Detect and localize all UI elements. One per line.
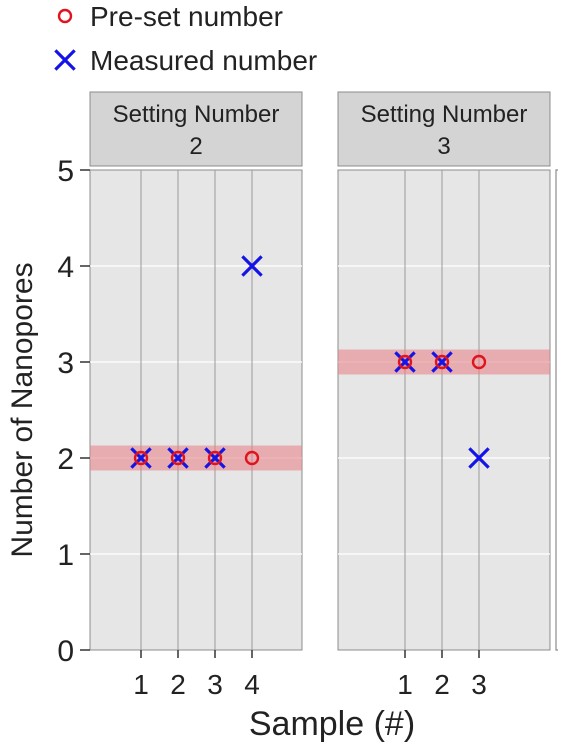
legend-label-measured: Measured number bbox=[90, 45, 317, 76]
measured-point bbox=[431, 351, 453, 373]
preset-point bbox=[471, 354, 487, 370]
y-tick-label: 0 bbox=[57, 635, 74, 668]
y-tick-label: 2 bbox=[57, 443, 74, 476]
measured-point bbox=[167, 447, 189, 469]
legend-label-preset: Pre-set number bbox=[90, 1, 283, 32]
legend-marker-measured bbox=[54, 49, 76, 71]
measured-point bbox=[130, 447, 152, 469]
panel-header bbox=[337, 91, 551, 167]
x-tick-label: 4 bbox=[244, 669, 260, 700]
x-tick-label: 1 bbox=[397, 669, 413, 700]
panel-title-line2: 2 bbox=[189, 133, 202, 160]
panel-edge-partial bbox=[555, 169, 558, 651]
preset-point bbox=[133, 450, 149, 466]
measured-point bbox=[204, 447, 226, 469]
y-axis: 0 1 2 3 4 5 bbox=[57, 155, 90, 668]
x-tick-label: 2 bbox=[170, 669, 186, 700]
measured-point bbox=[394, 351, 416, 373]
preset-point bbox=[207, 450, 223, 466]
x-tick-label: 3 bbox=[471, 669, 487, 700]
measured-point bbox=[468, 447, 490, 469]
panel-plot-area bbox=[337, 169, 551, 651]
preset-band bbox=[90, 445, 302, 471]
panel-plot-area bbox=[89, 169, 303, 651]
y-axis-label: Number of Nanopores bbox=[6, 262, 39, 557]
y-tick-label: 1 bbox=[57, 539, 74, 572]
panel-title-line1: Setting Number bbox=[113, 101, 280, 128]
panel-header bbox=[89, 91, 303, 167]
panel-title-line1: Setting Number bbox=[361, 101, 528, 128]
preset-point bbox=[434, 354, 450, 370]
x-tick-label: 3 bbox=[207, 669, 223, 700]
x-axis-label: Sample (#) bbox=[249, 705, 415, 743]
preset-point bbox=[244, 450, 260, 466]
legend-marker-preset bbox=[57, 8, 73, 24]
panel-title-line2: 3 bbox=[437, 133, 450, 160]
y-tick-label: 3 bbox=[57, 347, 74, 380]
x-tick-label: 1 bbox=[133, 669, 149, 700]
x-tick-label: 2 bbox=[434, 669, 450, 700]
y-tick-label: 5 bbox=[57, 155, 74, 188]
legend: Pre-set number Measured number bbox=[54, 1, 317, 76]
y-tick-label: 4 bbox=[57, 251, 74, 284]
preset-point bbox=[170, 450, 186, 466]
measured-point bbox=[241, 255, 263, 277]
preset-point bbox=[397, 354, 413, 370]
